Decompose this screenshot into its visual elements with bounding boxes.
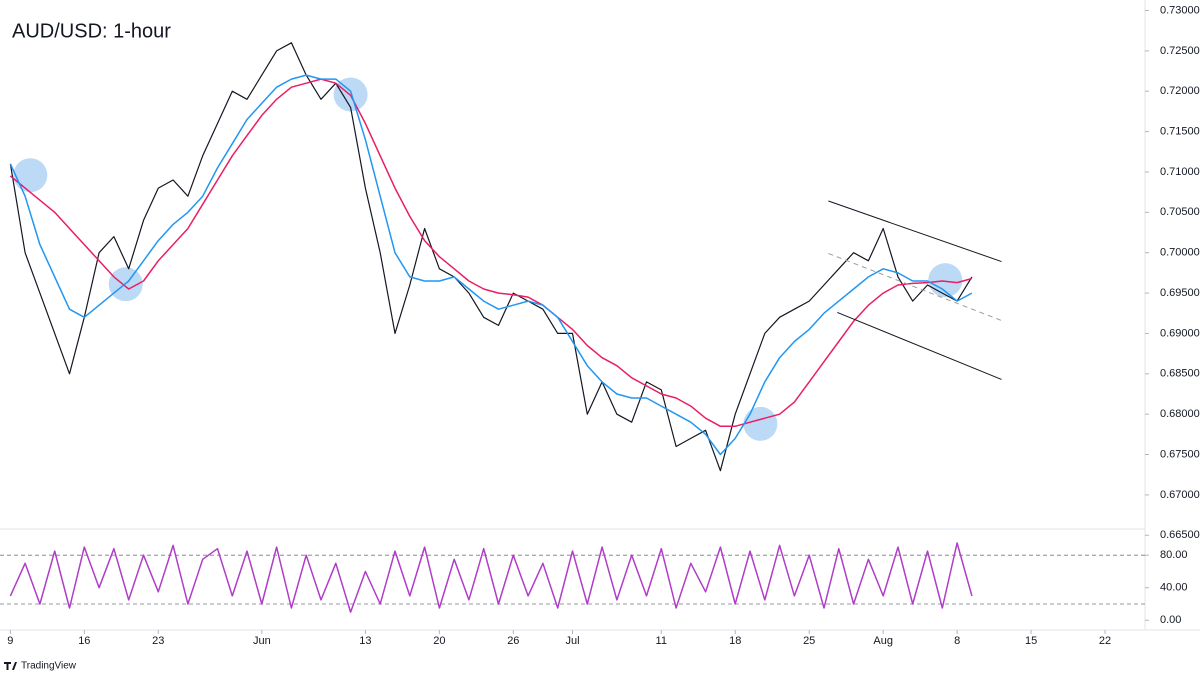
x-tick-label: Jun (253, 635, 271, 647)
y-tick-label: 0.68500 (1160, 368, 1200, 380)
highlight-circle (928, 263, 963, 298)
y-tick-label: 0.00 (1160, 614, 1181, 626)
x-tick-label: 15 (1025, 635, 1037, 647)
y-tick-label: 0.72500 (1160, 45, 1200, 57)
y-tick-label: 80.00 (1160, 549, 1188, 561)
series-line (9, 74, 973, 456)
y-tick-label: 40.00 (1160, 582, 1188, 594)
x-tick-label: Jul (565, 635, 579, 647)
trendline (837, 311, 1002, 380)
y-tick-label: 0.67000 (1160, 489, 1200, 501)
highlight-circle (13, 158, 48, 193)
x-tick-label: 20 (433, 635, 445, 647)
x-tick-label: 16 (78, 635, 90, 647)
brand-logo: TradingView (4, 661, 77, 672)
x-tick-label: 22 (1099, 635, 1111, 647)
y-tick-label: 0.70000 (1160, 247, 1200, 259)
series-line (9, 78, 973, 428)
y-tick-label: 0.72000 (1160, 85, 1200, 97)
y-tick-label: 0.73000 (1160, 4, 1200, 16)
x-tick-label: 13 (359, 635, 371, 647)
trendline (828, 253, 1002, 321)
y-tick-label: 0.70500 (1160, 206, 1200, 218)
x-tick-label: Aug (873, 635, 893, 647)
brand-text: TradingView (21, 661, 77, 672)
x-tick-label: 25 (803, 635, 815, 647)
y-tick-label: 0.71500 (1160, 126, 1200, 138)
series-line (9, 42, 973, 472)
x-tick-label: 26 (507, 635, 519, 647)
x-tick-label: 9 (7, 635, 13, 647)
chart-title: AUD/USD: 1-hour (12, 20, 171, 42)
y-tick-label: 0.69500 (1160, 287, 1200, 299)
x-tick-label: 11 (656, 635, 667, 647)
highlight-circle (743, 406, 778, 441)
y-tick-label: 0.69000 (1160, 327, 1200, 339)
x-tick-label: 8 (954, 635, 960, 647)
y-tick-label: 0.71000 (1160, 166, 1200, 178)
y-tick-label: 0.68000 (1160, 408, 1200, 420)
y-tick-label: 0.67500 (1160, 448, 1200, 460)
series-line (9, 542, 973, 613)
logo-mark (4, 662, 17, 670)
x-tick-label: 18 (729, 635, 741, 647)
trendline (828, 200, 1002, 263)
x-tick-label: 23 (152, 635, 164, 647)
y-tick-label: 0.66500 (1160, 529, 1200, 541)
